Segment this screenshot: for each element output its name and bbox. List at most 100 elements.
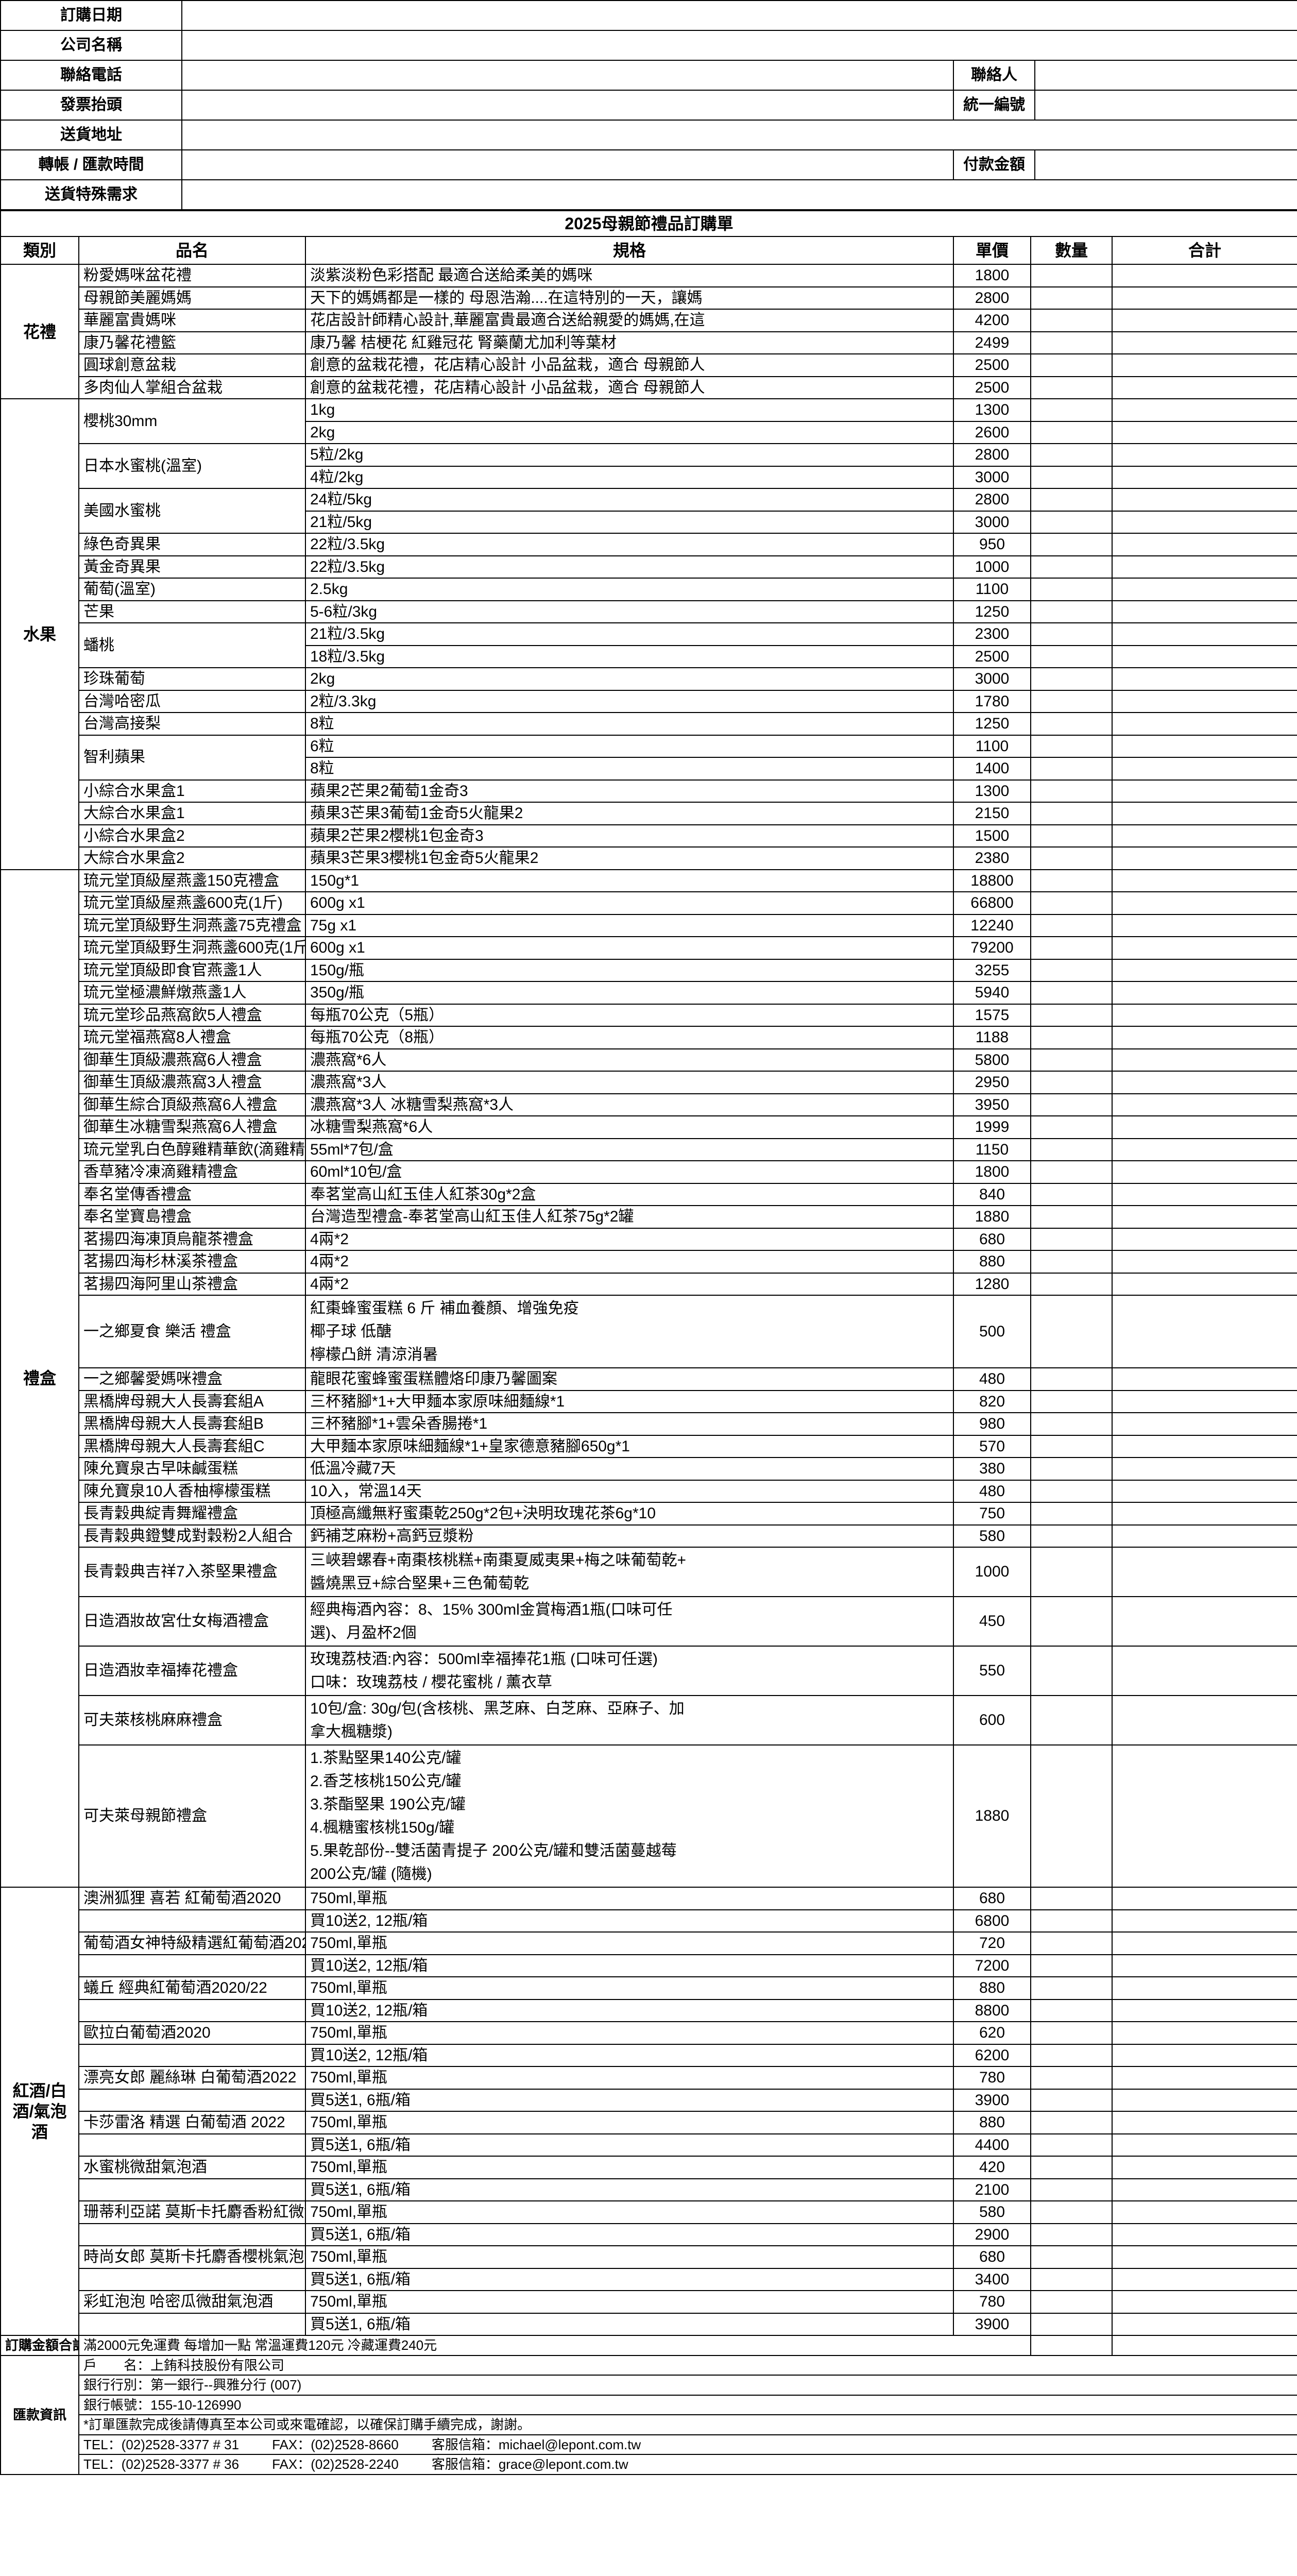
item-quantity-input[interactable]: [1030, 689, 1113, 713]
item-quantity-input[interactable]: [1030, 1227, 1113, 1251]
item-subtotal[interactable]: [1111, 689, 1297, 713]
item-quantity-input[interactable]: [1030, 1205, 1113, 1229]
item-subtotal[interactable]: [1111, 2223, 1297, 2246]
item-subtotal[interactable]: [1111, 1295, 1297, 1368]
item-quantity-input[interactable]: [1030, 1744, 1113, 1888]
item-quantity-input[interactable]: [1030, 2021, 1113, 2045]
item-subtotal[interactable]: [1111, 488, 1297, 512]
item-quantity-input[interactable]: [1030, 1479, 1113, 1503]
item-subtotal[interactable]: [1111, 936, 1297, 960]
item-subtotal[interactable]: [1111, 802, 1297, 825]
item-subtotal[interactable]: [1111, 2066, 1297, 2090]
form-value-6[interactable]: [181, 179, 1297, 210]
item-quantity-input[interactable]: [1030, 443, 1113, 467]
item-subtotal[interactable]: [1111, 1695, 1297, 1745]
item-quantity-input[interactable]: [1030, 2312, 1113, 2336]
item-quantity-input[interactable]: [1030, 533, 1113, 556]
form-value-4[interactable]: [181, 120, 1297, 150]
item-subtotal[interactable]: [1111, 533, 1297, 556]
item-quantity-input[interactable]: [1030, 2245, 1113, 2269]
item-subtotal[interactable]: [1111, 264, 1297, 287]
item-subtotal[interactable]: [1111, 846, 1297, 870]
item-quantity-input[interactable]: [1030, 1048, 1113, 1072]
item-subtotal[interactable]: [1111, 1367, 1297, 1391]
item-subtotal[interactable]: [1111, 913, 1297, 937]
item-quantity-input[interactable]: [1030, 1547, 1113, 1597]
item-subtotal[interactable]: [1111, 465, 1297, 489]
contact-email[interactable]: 客服信箱：michael@lepont.com.tw: [431, 2436, 641, 2452]
item-subtotal[interactable]: [1111, 1457, 1297, 1481]
item-subtotal[interactable]: [1111, 286, 1297, 310]
form-value-3[interactable]: [181, 90, 954, 121]
item-quantity-input[interactable]: [1030, 869, 1113, 892]
item-subtotal[interactable]: [1111, 398, 1297, 422]
item-quantity-input[interactable]: [1030, 1295, 1113, 1368]
item-quantity-input[interactable]: [1030, 622, 1113, 646]
item-quantity-input[interactable]: [1030, 1250, 1113, 1274]
item-quantity-input[interactable]: [1030, 712, 1113, 736]
item-quantity-input[interactable]: [1030, 1457, 1113, 1481]
form-value-5[interactable]: [181, 149, 954, 180]
item-subtotal[interactable]: [1111, 1646, 1297, 1696]
item-quantity-input[interactable]: [1030, 309, 1113, 332]
item-subtotal[interactable]: [1111, 734, 1297, 758]
item-quantity-input[interactable]: [1030, 600, 1113, 623]
item-quantity-input[interactable]: [1030, 286, 1113, 310]
item-quantity-input[interactable]: [1030, 2178, 1113, 2201]
item-quantity-input[interactable]: [1030, 936, 1113, 960]
item-quantity-input[interactable]: [1030, 2290, 1113, 2314]
form-value-1[interactable]: [181, 30, 1297, 61]
item-subtotal[interactable]: [1111, 1434, 1297, 1458]
item-subtotal[interactable]: [1111, 1048, 1297, 1072]
item-subtotal[interactable]: [1111, 1547, 1297, 1597]
form-value2-3[interactable]: [1034, 90, 1297, 121]
item-quantity-input[interactable]: [1030, 398, 1113, 422]
item-subtotal[interactable]: [1111, 2200, 1297, 2224]
item-subtotal[interactable]: [1111, 1596, 1297, 1647]
item-quantity-input[interactable]: [1030, 667, 1113, 691]
item-subtotal[interactable]: [1111, 1976, 1297, 2000]
item-quantity-input[interactable]: [1030, 2223, 1113, 2246]
item-subtotal[interactable]: [1111, 2088, 1297, 2112]
item-quantity-input[interactable]: [1030, 1093, 1113, 1116]
item-quantity-input[interactable]: [1030, 420, 1113, 444]
item-subtotal[interactable]: [1111, 1954, 1297, 1977]
item-quantity-input[interactable]: [1030, 1887, 1113, 1910]
item-quantity-input[interactable]: [1030, 264, 1113, 287]
item-subtotal[interactable]: [1111, 2245, 1297, 2269]
item-subtotal[interactable]: [1111, 869, 1297, 892]
item-quantity-input[interactable]: [1030, 913, 1113, 937]
form-value2-5[interactable]: [1034, 149, 1297, 180]
item-subtotal[interactable]: [1111, 555, 1297, 579]
item-subtotal[interactable]: [1111, 1227, 1297, 1251]
item-subtotal[interactable]: [1111, 600, 1297, 623]
form-value-0[interactable]: [181, 0, 1297, 31]
item-subtotal[interactable]: [1111, 2156, 1297, 2179]
item-quantity-input[interactable]: [1030, 779, 1113, 803]
item-quantity-input[interactable]: [1030, 1931, 1113, 1955]
item-subtotal[interactable]: [1111, 779, 1297, 803]
item-quantity-input[interactable]: [1030, 824, 1113, 848]
item-quantity-input[interactable]: [1030, 1003, 1113, 1027]
item-subtotal[interactable]: [1111, 1744, 1297, 1888]
item-quantity-input[interactable]: [1030, 734, 1113, 758]
item-quantity-input[interactable]: [1030, 1160, 1113, 1184]
item-quantity-input[interactable]: [1030, 1646, 1113, 1696]
item-quantity-input[interactable]: [1030, 802, 1113, 825]
item-quantity-input[interactable]: [1030, 2267, 1113, 2291]
item-subtotal[interactable]: [1111, 2290, 1297, 2314]
item-quantity-input[interactable]: [1030, 465, 1113, 489]
item-quantity-input[interactable]: [1030, 488, 1113, 512]
item-subtotal[interactable]: [1111, 712, 1297, 736]
item-subtotal[interactable]: [1111, 2043, 1297, 2067]
item-subtotal[interactable]: [1111, 331, 1297, 354]
item-subtotal[interactable]: [1111, 1389, 1297, 1413]
item-quantity-input[interactable]: [1030, 1976, 1113, 2000]
item-quantity-input[interactable]: [1030, 2043, 1113, 2067]
item-subtotal[interactable]: [1111, 891, 1297, 915]
item-quantity-input[interactable]: [1030, 1412, 1113, 1436]
item-quantity-input[interactable]: [1030, 1182, 1113, 1206]
item-subtotal[interactable]: [1111, 443, 1297, 467]
item-subtotal[interactable]: [1111, 1998, 1297, 2022]
item-quantity-input[interactable]: [1030, 1138, 1113, 1161]
